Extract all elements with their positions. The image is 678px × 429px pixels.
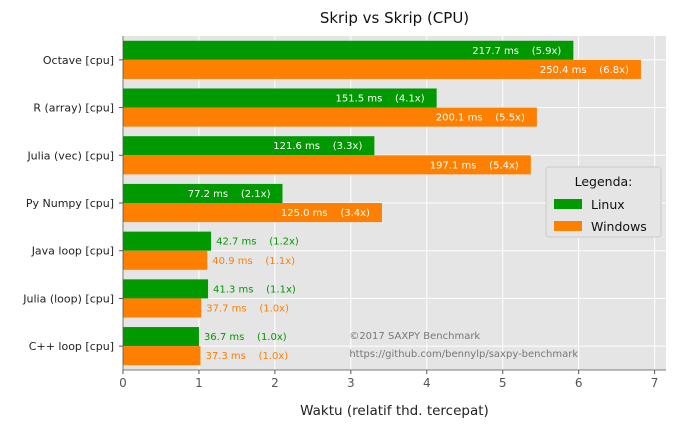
annotation: https://github.com/bennylp/saxpy-benchma… xyxy=(349,349,578,360)
x-axis-label: Waktu (relatif thd. tercepat) xyxy=(300,403,489,419)
legend: Legenda: Linux Windows xyxy=(545,166,662,238)
bar-windows xyxy=(123,107,537,127)
legend-label-linux: Linux xyxy=(591,197,625,212)
bar-labels: 217.7 ms (5.9x) 250.4 ms (6.8x) 151.5 ms (… xyxy=(188,46,629,362)
bar-linux xyxy=(123,183,283,203)
y-tick-label: Julia (loop) [cpu] xyxy=(22,292,114,305)
x-tick-label: 1 xyxy=(195,376,203,390)
data-label-windows: 37.3 ms (1.0x) xyxy=(205,351,288,362)
x-tick-label: 3 xyxy=(347,376,355,390)
x-tick-label: 7 xyxy=(651,376,659,390)
x-tick-label: 6 xyxy=(575,376,583,390)
data-label-windows: 250.4 ms (6.8x) xyxy=(540,65,629,76)
bar-windows xyxy=(123,59,641,79)
y-tick-label: Octave [cpu] xyxy=(43,54,114,67)
data-label-linux: 217.7 ms (5.9x) xyxy=(472,46,561,57)
y-axis: Octave [cpu] R (array) [cpu] Julia (vec) [… xyxy=(22,36,124,370)
data-label-windows: 37.7 ms (1.0x) xyxy=(206,303,289,314)
data-label-linux: 42.7 ms (1.2x) xyxy=(216,237,299,248)
data-label-linux: 77.2 ms (2.1x) xyxy=(188,189,271,200)
y-tick-label: Julia (vec) [cpu] xyxy=(26,149,114,162)
data-label-linux: 151.5 ms (4.1x) xyxy=(336,94,425,105)
bar-windows xyxy=(123,155,531,175)
bar-windows xyxy=(123,346,201,366)
legend-swatch-windows xyxy=(554,221,582,231)
legend-title: Legenda: xyxy=(575,174,633,189)
x-tick-label: 4 xyxy=(423,376,431,390)
bar-linux xyxy=(123,136,375,156)
data-label-linux: 36.7 ms (1.0x) xyxy=(204,332,287,343)
data-label-linux: 41.3 ms (1.1x) xyxy=(213,284,296,295)
annotations: ©2017 SAXPY Benchmark https://github.com/… xyxy=(349,331,578,360)
x-tick-label: 5 xyxy=(499,376,507,390)
legend-label-windows: Windows xyxy=(591,219,647,234)
y-tick-label: R (array) [cpu] xyxy=(33,102,114,115)
bar-linux xyxy=(123,88,437,108)
x-tick-label: 0 xyxy=(119,376,127,390)
bar-windows xyxy=(123,250,208,270)
y-tick-label: C++ loop [cpu] xyxy=(29,340,114,353)
bar-windows xyxy=(123,298,202,318)
y-tick-label: Java loop [cpu] xyxy=(31,245,114,258)
x-axis: 0 1 2 3 4 5 6 7 xyxy=(119,369,666,390)
bar-windows xyxy=(123,203,382,223)
bar-linux xyxy=(123,231,212,251)
bars xyxy=(123,40,641,366)
legend-swatch-linux xyxy=(554,199,582,209)
chart-title: Skrip vs Skrip (CPU) xyxy=(320,9,469,27)
bar-linux xyxy=(123,40,574,60)
legend-box xyxy=(545,166,662,238)
bar-linux xyxy=(123,279,209,299)
data-label-windows: 200.1 ms (5.5x) xyxy=(436,113,525,124)
annotation: ©2017 SAXPY Benchmark xyxy=(349,331,480,342)
y-tick-label: Py Numpy [cpu] xyxy=(26,197,114,210)
bar-linux xyxy=(123,327,199,347)
data-label-windows: 125.0 ms (3.4x) xyxy=(281,208,370,219)
data-label-windows: 197.1 ms (5.4x) xyxy=(430,160,519,171)
x-tick-label: 2 xyxy=(271,376,279,390)
data-label-windows: 40.9 ms (1.1x) xyxy=(212,256,295,267)
data-label-linux: 121.6 ms (3.3x) xyxy=(273,141,362,152)
